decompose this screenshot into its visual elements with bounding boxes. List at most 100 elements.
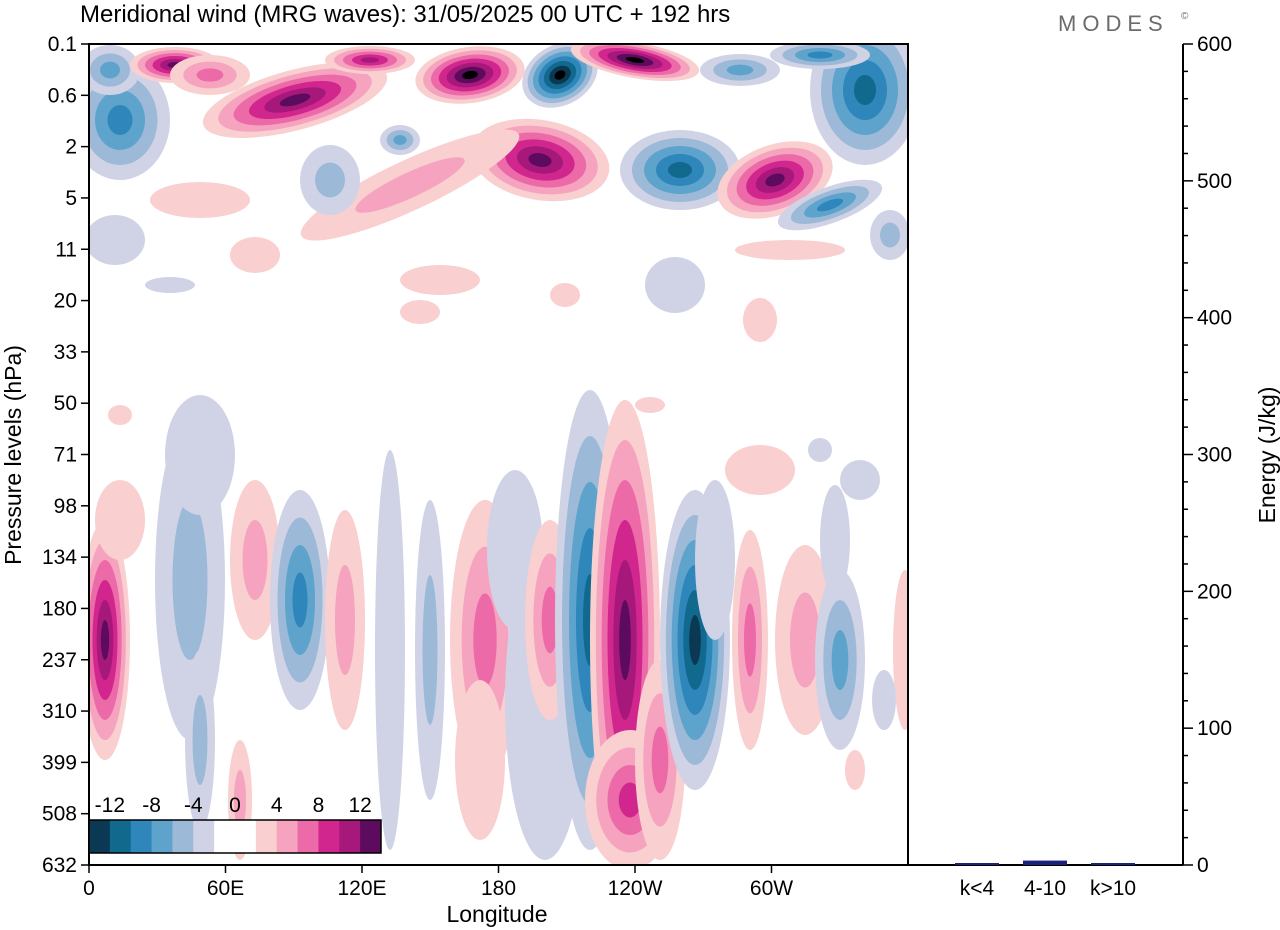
- contour-level: [816, 198, 844, 212]
- wind-contour-cell: [815, 570, 865, 750]
- colorbar-label: 4: [271, 794, 283, 817]
- contour-level: [150, 182, 250, 218]
- energy-tick-label: 300: [1197, 444, 1232, 467]
- wind-contour-cell: [145, 277, 195, 293]
- longitude-axis-label: Longitude: [446, 901, 547, 927]
- energy-axis-label: Energy (J/kg): [1254, 387, 1280, 524]
- energy-bar: [1091, 863, 1135, 865]
- contour-level: [108, 405, 132, 425]
- longitude-tick-label: 60W: [750, 877, 793, 900]
- wind-contours: [89, 44, 908, 865]
- contour-level: [765, 173, 785, 187]
- contour-level: [808, 438, 832, 462]
- wind-contour-cell: [230, 237, 280, 273]
- energy-bars: [955, 860, 1135, 865]
- contour-level: [725, 445, 795, 495]
- contour-level: [744, 603, 756, 677]
- contour-level: [880, 222, 900, 248]
- pressure-axis: 0.1 0.6 2 5 11 20 33 50 71 98 134 180 237 310 399 508 63…: [42, 33, 89, 877]
- modes-logo: MODES: [1058, 11, 1169, 36]
- colorbar-swatch: [255, 820, 278, 853]
- wind-contour-cell: [872, 670, 896, 730]
- wind-contour-cell: [810, 44, 908, 165]
- wind-contour-cell: [870, 210, 908, 260]
- pressure-tick-label: 0.1: [48, 33, 77, 56]
- wind-contour-cell: [300, 145, 360, 215]
- energy-tick-label: 500: [1197, 170, 1232, 193]
- contour-level: [831, 630, 849, 690]
- heatmap-panel: 0.1 0.6 2 5 11 20 33 50 71 98 134 180 237 310 399 508 63…: [0, 33, 909, 927]
- energy-axis: 0 100 200 300 400 500 600: [1183, 33, 1232, 877]
- colorbar-swatch: [276, 820, 299, 853]
- longitude-tick-label: 60E: [207, 877, 244, 900]
- wind-contour-cell: [170, 55, 250, 95]
- wind-contour-cell: [700, 54, 780, 86]
- wind-contour-cell: [725, 445, 795, 495]
- wind-contour-cell: [845, 750, 865, 790]
- colorbar-swatch: [360, 820, 382, 853]
- contour-level: [89, 215, 145, 265]
- wind-contour-cell: [89, 215, 145, 265]
- longitude-tick-label: 120W: [608, 877, 663, 900]
- wind-contour-cell: [400, 265, 480, 295]
- colorbar-label: 12: [348, 794, 371, 817]
- energy-panel: 0 100 200 300 400 500 600 k<4 4-10 k>10 Energy (…: [908, 33, 1280, 900]
- contour-level: [635, 397, 665, 413]
- contour-level: [845, 750, 865, 790]
- pressure-axis-label: Pressure levels (hPa): [0, 345, 26, 565]
- wind-contour-cell: [165, 395, 235, 515]
- energy-bar: [955, 863, 999, 865]
- contour-level: [854, 75, 876, 105]
- colorbar-frame: [88, 819, 382, 854]
- contour-level: [550, 283, 580, 307]
- contour-level: [145, 277, 195, 293]
- contour-level: [422, 575, 438, 725]
- contour-level: [618, 782, 642, 818]
- chart-title: Meridional wind (MRG waves): 31/05/2025 …: [80, 1, 730, 28]
- wind-contour-cell: [743, 298, 777, 342]
- wind-contour-cell: [732, 530, 768, 750]
- colorbar-swatch: [109, 820, 132, 853]
- colorbar-swatches: [89, 820, 382, 853]
- pressure-tick-label: 237: [42, 649, 77, 672]
- wind-contour-cell: [380, 125, 420, 155]
- modes-logo-mark: ©: [1181, 11, 1189, 22]
- pressure-tick-label: 399: [42, 751, 77, 774]
- contour-level: [554, 70, 566, 80]
- contour-level: [192, 695, 208, 785]
- wind-contour-cell: [620, 130, 740, 210]
- pressure-tick-label: 98: [54, 495, 77, 518]
- contour-level: [100, 61, 120, 79]
- wavenumber-categories: k<4 4-10 k>10: [960, 877, 1136, 900]
- wind-contour-cell: [735, 240, 845, 260]
- wind-contour-cell: [185, 650, 215, 830]
- colorbar-swatch: [297, 820, 319, 853]
- contour-level: [668, 162, 692, 178]
- pressure-tick-label: 2: [65, 136, 77, 159]
- colorbar-swatch: [339, 820, 361, 853]
- wavenumber-category-label: 4-10: [1024, 877, 1066, 900]
- energy-tick-label: 200: [1197, 580, 1232, 603]
- contour-level: [840, 460, 880, 500]
- pressure-tick-label: 508: [42, 803, 77, 826]
- contour-level: [651, 726, 669, 794]
- contour-level: [473, 593, 497, 687]
- wind-contour-cell: [325, 46, 415, 74]
- contour-level: [107, 105, 133, 135]
- contour-level: [100, 620, 110, 660]
- pressure-tick-label: 50: [54, 392, 77, 415]
- colorbar-swatch: [130, 820, 153, 853]
- contour-level: [619, 600, 631, 680]
- contour-level: [400, 300, 440, 324]
- contour-level: [645, 257, 705, 313]
- colorbar: -12 -8 -4 0 4 8 12: [88, 794, 382, 854]
- energy-tick-label: 100: [1197, 717, 1232, 740]
- colorbar-swatch: [151, 820, 173, 853]
- colorbar-label: 8: [313, 794, 325, 817]
- contour-level: [625, 56, 645, 64]
- contour-level: [242, 520, 268, 600]
- wavenumber-category-label: k<4: [960, 877, 995, 900]
- contour-level: [400, 265, 480, 295]
- wind-contour-cell: [840, 460, 880, 500]
- contour-level: [230, 237, 280, 273]
